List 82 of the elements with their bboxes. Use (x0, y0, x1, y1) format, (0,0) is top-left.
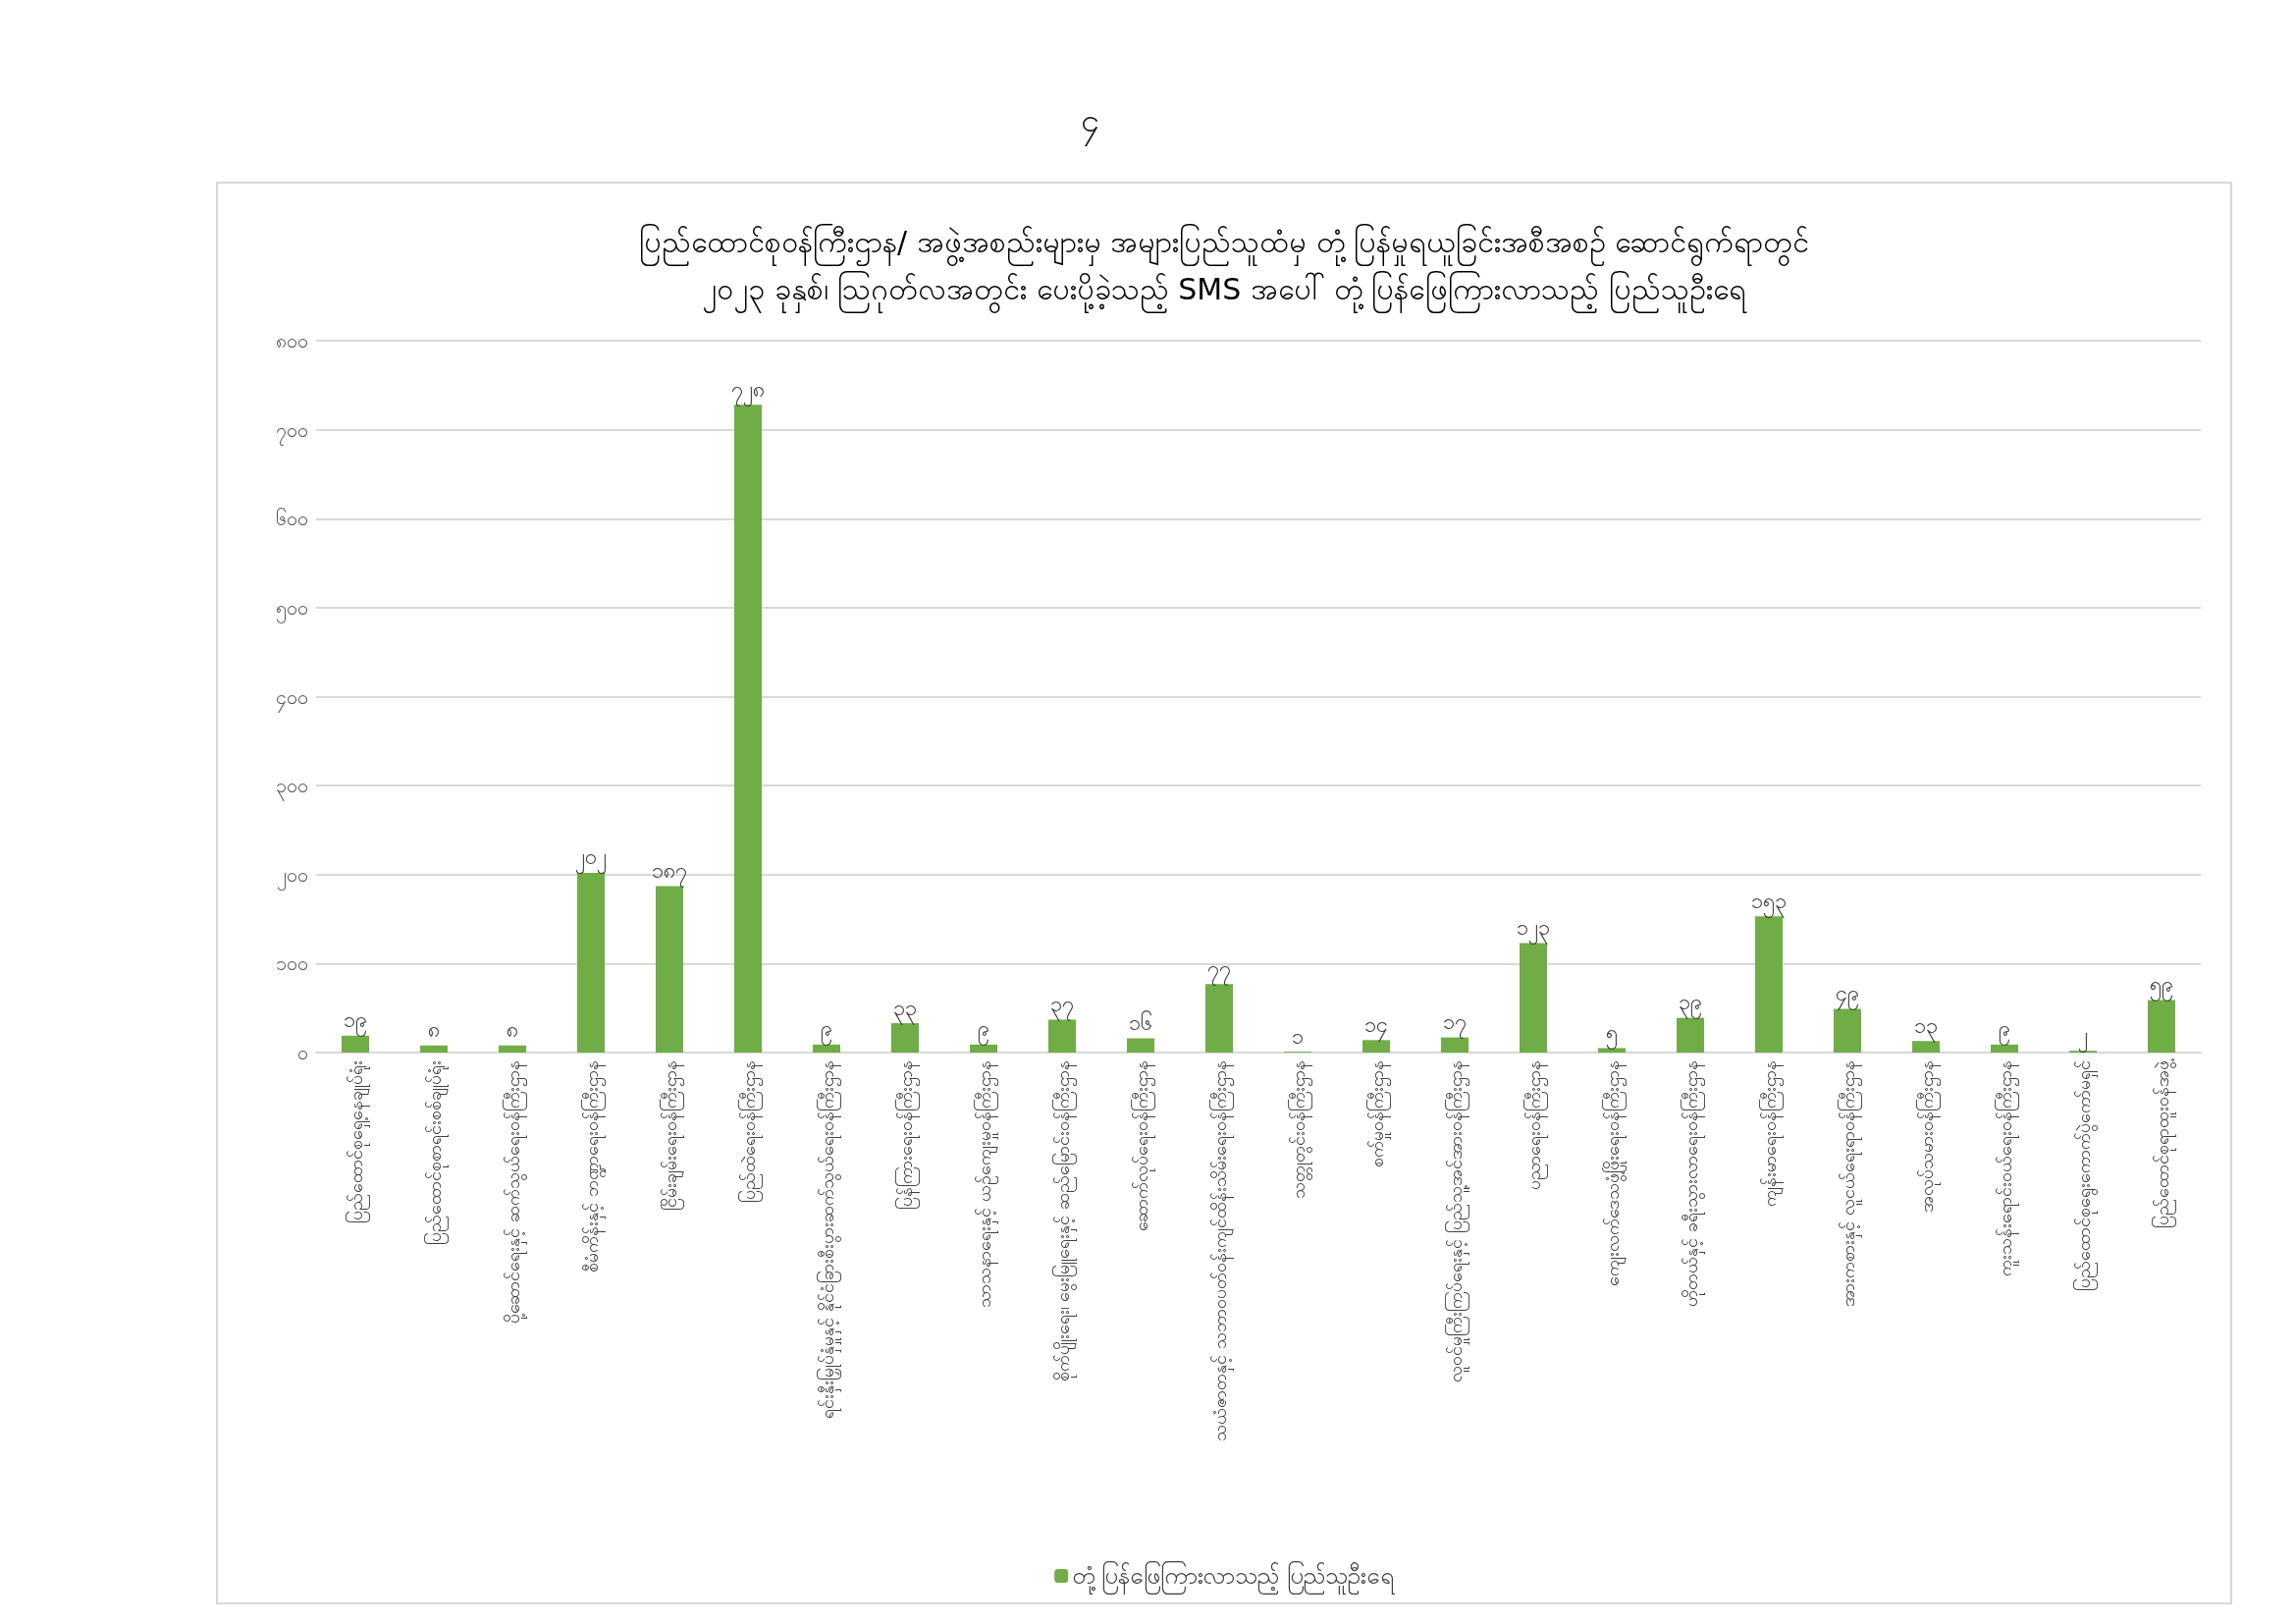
x-tick-label: ပြည်ထဲရေးဝန်ကြီးဌာန (737, 1060, 763, 1203)
x-tick-label: ကျန်းမာရေးဝန်ကြီးဌာန (1758, 1060, 1784, 1207)
x-tick-label: ပြန်ကြားရေးဝန်ကြီးဌာန (894, 1060, 920, 1210)
bar (342, 1035, 369, 1053)
x-tick-label: ဆောက်လုပ်ရေးဝန်ကြီးဌာန (1130, 1060, 1155, 1231)
data-label: ၃၉ (1679, 990, 1702, 1020)
data-label: ၉ (821, 1016, 832, 1047)
data-label: ၅ (1606, 1019, 1618, 1050)
data-label: ၁၃ (1914, 1012, 1938, 1043)
data-label: ၁၇ (1443, 1009, 1467, 1040)
data-label: ၅၉ (2150, 972, 2173, 1002)
text: ၄ (1079, 99, 1100, 148)
x-tick-label: ပညာရေးဝန်ကြီးဌာန (1522, 1060, 1548, 1190)
x-tick-label: ကျေးလက်ဒေသဖွံ့ဖြိုးရေးဝန်ကြီးဌာန (1601, 1060, 1627, 1286)
bar (1834, 1008, 1861, 1053)
y-tick-label: ၇၀၀ (276, 418, 308, 446)
data-label: ၂ (2078, 1022, 2088, 1053)
bar (734, 405, 762, 1053)
bar (1205, 984, 1233, 1053)
data-label: ၃၃ (893, 995, 917, 1025)
x-tick-label: ပို့ဆောင်ရေးနှင့် ဆက်သွယ်ရေးဝန်ကြီးဌာန (502, 1060, 527, 1324)
data-label: ၁၄ (1364, 1011, 1388, 1042)
x-tick-label: ပြည်ထောင်စုရာထူးဝန်အဖွဲ့ (2151, 1058, 2176, 1228)
bar (1598, 1048, 1626, 1053)
data-label: ၁၂၃ (1517, 915, 1550, 946)
x-tick-label: အားကစားနှင့် လူငယ်ရေးရာဝန်ကြီးဌာန (1837, 1060, 1862, 1307)
bar (2148, 1000, 2175, 1053)
data-label: ၇၂၈ (731, 376, 765, 406)
x-tick-label: ဟိုတယ်နှင့် ခရီးသွားလာရေးဝန်ကြီးဌာန (1680, 1060, 1705, 1307)
data-label: ၈ (507, 1017, 518, 1043)
bar (656, 886, 683, 1053)
bar (420, 1045, 448, 1053)
y-tick-label: ၅၀၀ (276, 596, 308, 623)
y-tick-label: ၃၀၀ (276, 775, 308, 802)
legend-label: တုံ့ပြန်ဖြေကြားလာသည့် ပြည်သူဦးရေ (1073, 1560, 1395, 1595)
x-tick-label: ပြည်ထောင်စုရွေးကောက်ပွဲကော်မရှင် (2072, 1060, 2098, 1291)
x-tick-label: လူဝင်မှုကြီးကြပ်ရေးနှင့် ပြည်သူ့အင်အားဝန်ကြီးဌာန (1444, 1060, 1469, 1382)
bar (1755, 916, 1783, 1053)
data-label: ၈ (428, 1017, 440, 1043)
bar (813, 1044, 840, 1053)
bar (577, 872, 605, 1053)
chart-title: ပြည်ထောင်စုဝန်ကြီးဌာန/ အဖွဲ့အစည်းများမှ အများပြည်သူထံမှ တုံ့ပြန်မှုရယူခြင်းအစီအစဉ် ဆောင်ရွက်ရာတွင် ၂၀၂၃ ခုနှစ်၊ ဩဂုတ်လအတွင်း ပေးပို့ခဲ့သည့် SMS အပေါ် တုံ့ပြန်ဖြေကြားလာသည့် ပြည်သူဦးရေ (638, 223, 1810, 313)
bar (1362, 1040, 1390, 1053)
x-tick-label: သတ္တုတွင်းဝန်ကြီးဌာန (1287, 1060, 1312, 1199)
x-tick-label: ရင်းနှီးမြှုပ်နှံမှုနှင့် နိုင်ငံခြားစီးပွားဆက်သွယ်ရေးဝန်ကြီးဌာန (816, 1060, 841, 1419)
bar (1991, 1044, 2018, 1053)
bar (970, 1044, 997, 1053)
data-label: ၁၆ (1129, 1010, 1152, 1035)
y-tick-label: ၄၀၀ (276, 685, 308, 713)
x-tick-label: ပြည်ထောင်စုစာရင်းစစ်ချုပ်ရုံး (423, 1060, 449, 1245)
bar (1520, 943, 1547, 1053)
data-label: ၁၉ (344, 1007, 367, 1038)
data-label: ၁၅၃ (1751, 888, 1787, 918)
data-label: ၉ (1999, 1016, 2010, 1047)
x-tick-label: သယံဇာတနှင့် သဘာဝပတ်ဝန်းကျင်ထိန်းသိမ်းရေးဝန်ကြီးဌာန (1208, 1060, 1234, 1441)
bar (1677, 1017, 1704, 1053)
bar (499, 1045, 526, 1053)
bar (891, 1023, 919, 1053)
bar (1912, 1041, 1940, 1053)
x-tick-label: ပြည်ထောင်စုရှေ့နေချုပ်ရုံး (345, 1060, 370, 1223)
x-tick-label: စီမံကိန်းနှင့် ဘဏ္ဍာရေးဝန်ကြီးဌာန (580, 1060, 606, 1272)
data-label: ၁ (1292, 1023, 1304, 1049)
y-tick-label: ၀ (297, 1042, 308, 1063)
data-label: ၂၀၂ (575, 844, 607, 875)
y-tick-label: ၆၀၀ (276, 508, 308, 530)
bar (1127, 1038, 1154, 1053)
data-label: ၄၉ (1836, 981, 1859, 1011)
y-tick-label: ၈၀၀ (276, 330, 308, 352)
x-tick-label: သာသနာရေးနှင့် ယဉ်ကျေးမှုဝန်ကြီးဌာန (973, 1060, 998, 1308)
data-label: ၁၈၇ (652, 858, 687, 889)
x-tick-label: စိုက်ပျိုးရေး၊ မွေးမြူရေးနှင့် ဆည်မြောင်းဝန်ကြီးဌာန (1051, 1060, 1077, 1382)
data-label: ၇၇ (1207, 955, 1231, 986)
bar (1441, 1037, 1468, 1053)
x-tick-label: အလုပ်သမားဝန်ကြီးဌာန (1915, 1060, 1941, 1213)
x-tick-label: ကူးသန်းရောင်းဝယ်ရေးဝန်ကြီးဌာန (1994, 1060, 2019, 1276)
bar (1048, 1019, 1076, 1053)
y-tick-label: ၁၀၀ (276, 952, 308, 975)
y-tick-label: ၂၀၀ (277, 863, 308, 891)
data-label: ၃၇ (1050, 991, 1074, 1021)
data-label: ၉ (978, 1016, 989, 1047)
x-tick-label: စက်မှုဝန်ကြီးဌာန (1365, 1060, 1391, 1167)
x-tick-label: ငြိမ်းချမ်းရေးဝန်ကြီးဌာန (659, 1060, 684, 1211)
